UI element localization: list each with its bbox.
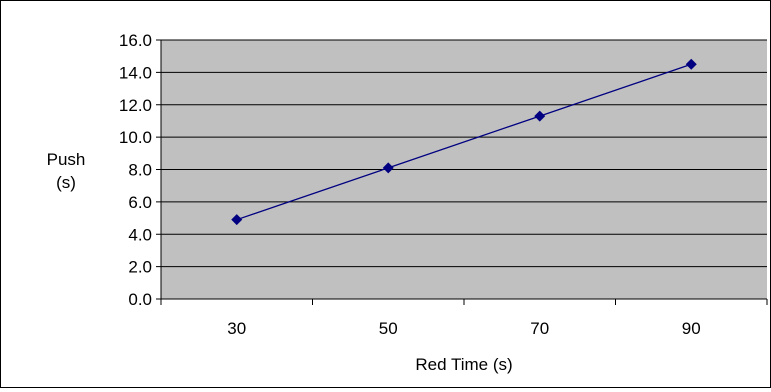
y-tick-label: 0.0 bbox=[128, 290, 152, 309]
y-tick-labels: 0.0 2.0 4.0 6.0 8.0 10.0 12.0 14.0 16.0 bbox=[119, 31, 152, 309]
x-tick-label: 30 bbox=[227, 319, 246, 338]
data-point-marker bbox=[685, 58, 697, 70]
y-tick-label: 8.0 bbox=[128, 161, 152, 180]
y-tick-label: 10.0 bbox=[119, 128, 152, 147]
axes bbox=[156, 39, 768, 305]
series-line bbox=[236, 63, 692, 221]
y-tick-label: 14.0 bbox=[119, 63, 152, 82]
x-tick-label: 90 bbox=[682, 319, 701, 338]
y-axis-label-line-1: Push bbox=[47, 150, 86, 169]
y-tick-label: 4.0 bbox=[128, 225, 152, 244]
data-point-marker bbox=[534, 110, 546, 122]
y-tick-label: 6.0 bbox=[128, 193, 152, 212]
series-layer bbox=[231, 58, 697, 226]
y-tick-label: 2.0 bbox=[128, 258, 152, 277]
x-tick-label: 70 bbox=[530, 319, 549, 338]
x-tick-labels: 30 50 70 90 bbox=[227, 319, 700, 338]
data-point-marker bbox=[231, 214, 243, 226]
y-tick-label: 16.0 bbox=[119, 31, 152, 50]
x-axis-label: Red Time (s) bbox=[415, 355, 512, 374]
y-axis-label-line-2: (s) bbox=[56, 173, 76, 192]
x-tick-label: 50 bbox=[379, 319, 398, 338]
data-point-marker bbox=[382, 162, 394, 174]
y-tick-label: 12.0 bbox=[119, 96, 152, 115]
